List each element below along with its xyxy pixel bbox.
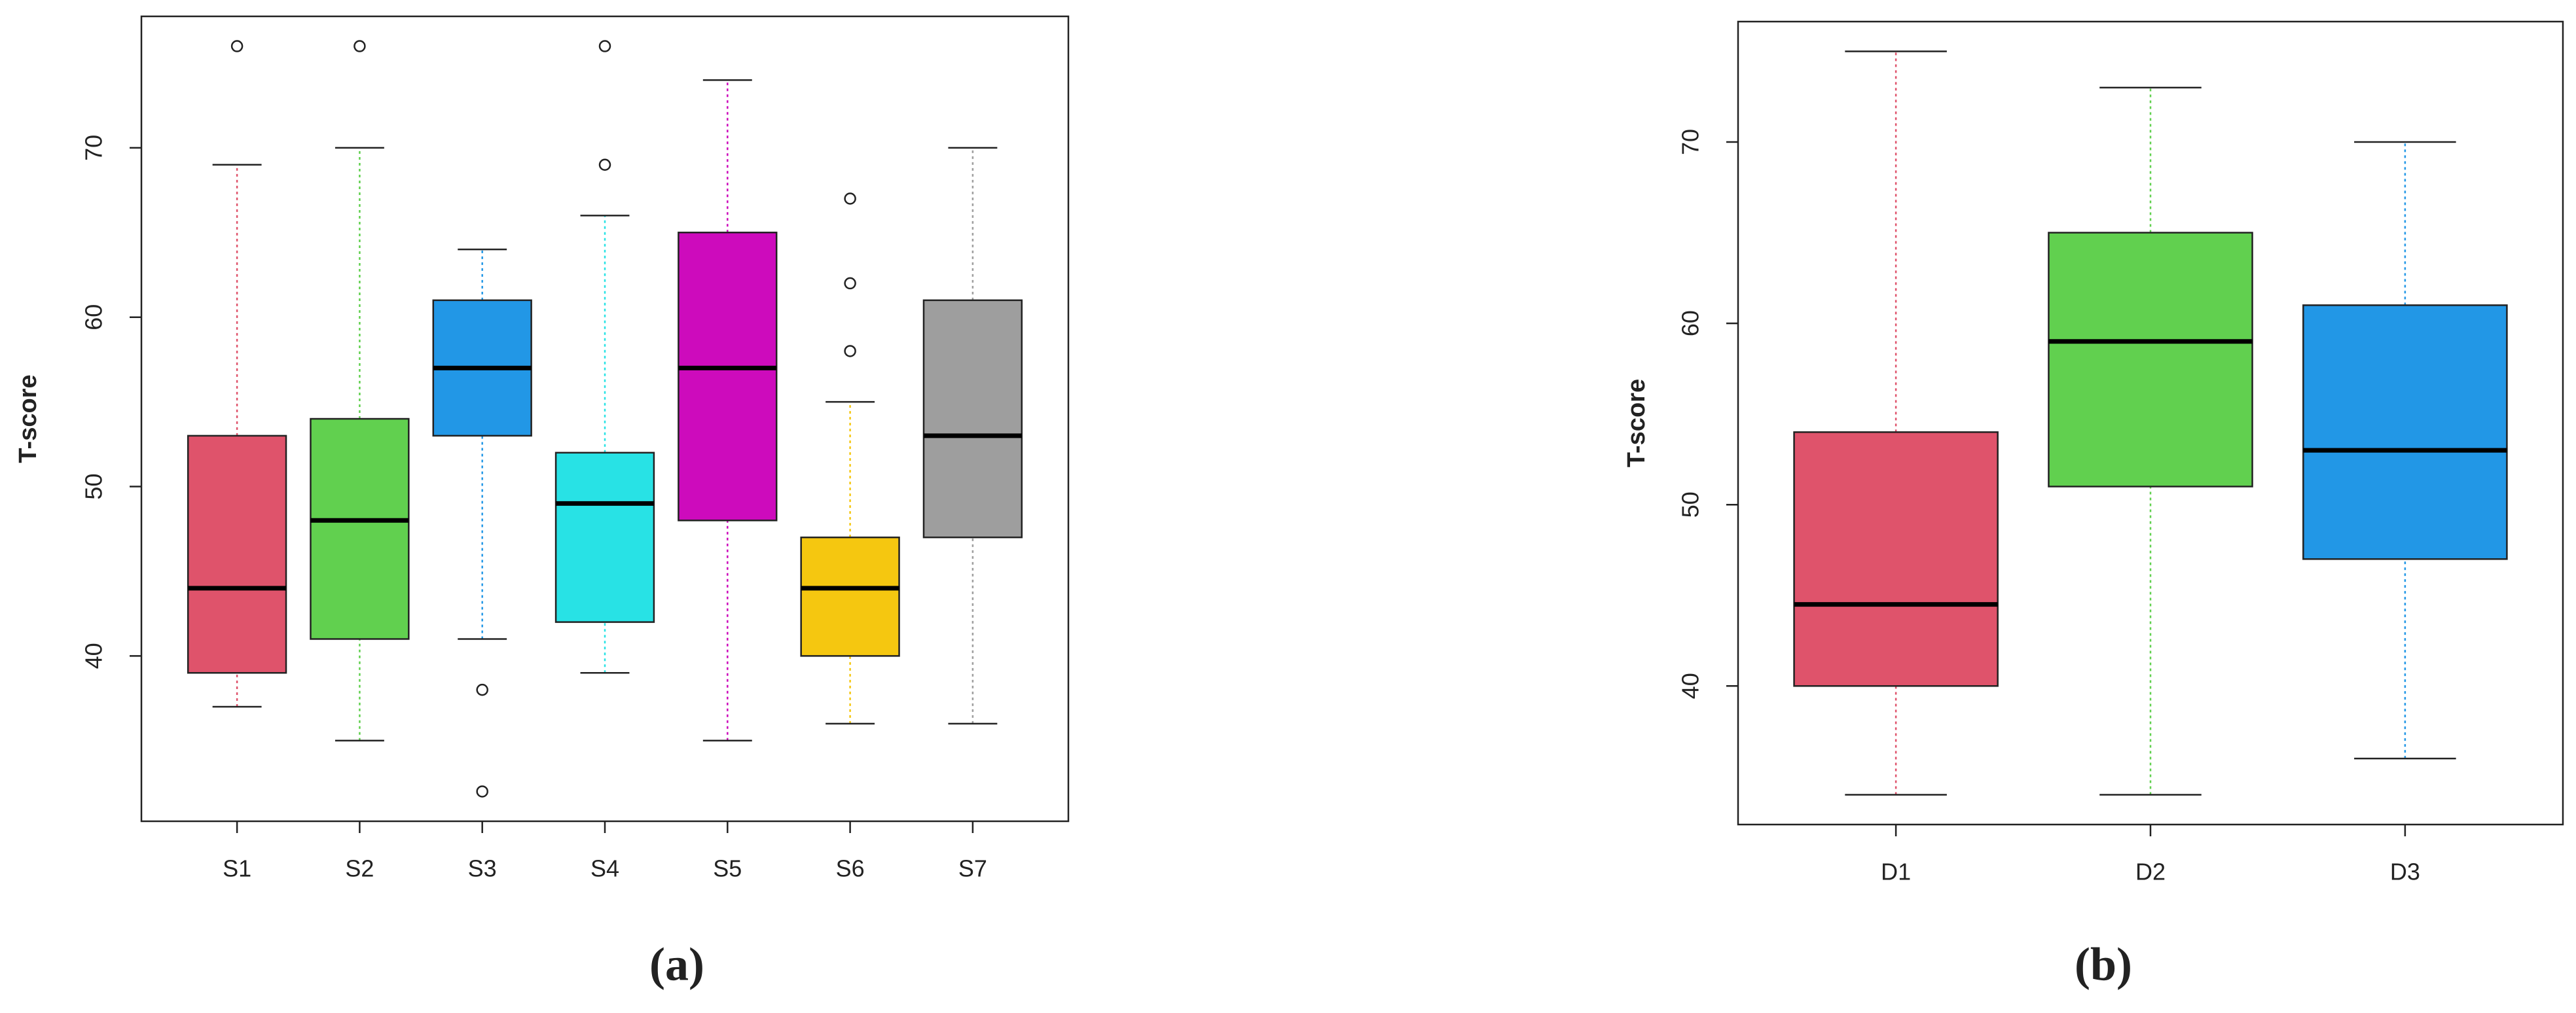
x-tick-label: S4 bbox=[590, 855, 619, 882]
y-tick-label: 40 bbox=[81, 643, 107, 669]
y-axis-label: T-score bbox=[1623, 379, 1650, 467]
box bbox=[678, 232, 778, 522]
outlier bbox=[598, 158, 611, 171]
outlier bbox=[598, 40, 611, 52]
y-tick-label: 60 bbox=[1677, 310, 1704, 336]
panel-caption: (a) bbox=[649, 938, 704, 991]
x-tick-label: S2 bbox=[345, 855, 374, 882]
x-tick-label: S6 bbox=[836, 855, 865, 882]
box bbox=[187, 435, 287, 674]
y-tick-label: 40 bbox=[1677, 673, 1704, 699]
box bbox=[2048, 232, 2253, 488]
y-tick-label: 50 bbox=[1677, 491, 1704, 518]
box bbox=[554, 452, 655, 623]
outlier bbox=[844, 192, 856, 205]
panel-caption: (b) bbox=[2075, 938, 2132, 991]
x-tick-label: S3 bbox=[468, 855, 497, 882]
y-tick-label: 70 bbox=[81, 135, 107, 161]
y-axis-label: T-score bbox=[14, 374, 42, 463]
x-tick-label: S1 bbox=[223, 855, 251, 882]
outlier bbox=[476, 683, 488, 696]
outlier bbox=[230, 40, 244, 52]
outlier bbox=[844, 277, 856, 290]
outlier bbox=[844, 345, 856, 357]
box bbox=[800, 536, 900, 657]
y-tick-label: 50 bbox=[81, 474, 107, 500]
box bbox=[922, 299, 1023, 539]
x-tick-label: D3 bbox=[2390, 859, 2420, 885]
y-tick-label: 60 bbox=[81, 304, 107, 330]
box bbox=[310, 418, 410, 640]
box bbox=[1793, 431, 1999, 687]
box bbox=[2302, 304, 2508, 560]
outlier bbox=[354, 40, 366, 52]
y-tick-label: 70 bbox=[1677, 129, 1704, 155]
x-tick-label: D2 bbox=[2135, 859, 2166, 885]
outlier bbox=[476, 785, 488, 798]
x-tick-label: S5 bbox=[713, 855, 742, 882]
x-tick-label: D1 bbox=[1881, 859, 1911, 885]
x-tick-label: S7 bbox=[958, 855, 987, 882]
